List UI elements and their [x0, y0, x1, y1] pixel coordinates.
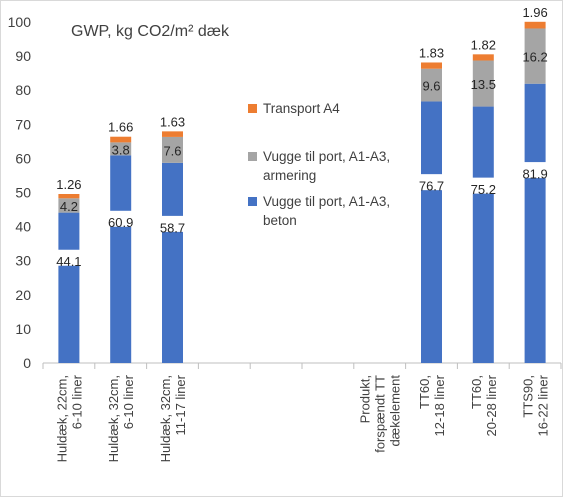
category-label: Huldæk, 32cm, 6-10 liner — [106, 374, 136, 462]
bar-segment — [162, 162, 183, 363]
data-label-background — [52, 249, 86, 266]
data-label: 1.26 — [56, 177, 81, 192]
data-label: 3.8 — [112, 142, 130, 157]
category-label-line: Huldæk, 32cm, — [158, 375, 173, 462]
category-label-line: dækelement — [388, 375, 403, 447]
bar-segment — [110, 142, 132, 156]
bar-segment — [58, 212, 80, 363]
bar-segment — [472, 60, 494, 107]
data-label-background — [103, 210, 138, 227]
legend-swatch — [248, 152, 257, 161]
category-label-line: Huldæk, 22cm, — [54, 375, 69, 462]
data-label: 1.63 — [160, 114, 185, 129]
bar-segment — [110, 136, 132, 143]
bar-segment — [110, 155, 132, 363]
y-tick-label: 70 — [15, 116, 31, 132]
data-label: 81.9 — [522, 167, 547, 182]
y-tick-label: 100 — [8, 14, 32, 30]
data-label: 9.6 — [422, 79, 440, 94]
data-label: 60.9 — [108, 215, 133, 230]
category-label-line: 20-28 liner — [484, 374, 499, 436]
legend-label: beton — [263, 213, 297, 228]
data-label-group: 44.1 4.2 1.26 60.9 3.8 1.66 58.7 7.6 1.63 76.7 9.6… — [52, 5, 552, 269]
legend: Transport A4 Vugge til port, A1-A3, armeri… — [248, 101, 390, 228]
category-label-line: 6-10 liner — [69, 374, 84, 429]
bar-segment — [58, 194, 80, 199]
bar-segment — [162, 131, 183, 137]
data-label: 4.2 — [60, 199, 78, 214]
bar-segment — [421, 101, 442, 363]
y-tick-label: 80 — [15, 82, 31, 98]
y-axis: 0 10 20 30 40 50 60 70 80 90 100 — [8, 14, 32, 371]
y-tick-label: 90 — [15, 48, 31, 64]
chart-title: GWP, kg CO2/m² dæk — [71, 23, 230, 40]
bar-segment — [472, 106, 494, 364]
data-label: 1.96 — [522, 5, 547, 20]
category-label-line: TT60, — [469, 375, 484, 409]
legend-label: Transport A4 — [263, 101, 340, 116]
category-label-line: Huldæk, 32cm, — [106, 375, 121, 462]
y-tick-label: 60 — [15, 150, 31, 166]
data-label-background — [518, 162, 552, 179]
category-label-group: Huldæk, 22cm, 6-10 liner Huldæk, 32cm, 6-10… — [54, 374, 550, 462]
category-label: Produkt, forspændt TT dækelement — [358, 375, 403, 453]
x-axis — [42, 362, 562, 369]
data-label: 44.1 — [56, 254, 81, 269]
category-label-line: 6-10 liner — [121, 374, 136, 429]
data-label: 13.5 — [471, 77, 496, 92]
bar-segment — [58, 198, 80, 213]
y-tick-label: 30 — [15, 253, 31, 269]
category-label-line: forspændt TT — [373, 375, 388, 453]
legend-label: Vugge til port, A1-A3, — [263, 194, 390, 209]
data-label-background — [466, 177, 501, 194]
data-label: 1.82 — [471, 37, 496, 52]
y-tick-label: 20 — [15, 287, 31, 303]
bar-segment — [162, 136, 183, 163]
data-label: 1.83 — [419, 45, 444, 60]
data-label: 76.7 — [419, 179, 444, 194]
data-label: 1.66 — [108, 120, 133, 135]
y-tick-label: 40 — [15, 219, 31, 235]
y-tick-label: 50 — [15, 185, 31, 201]
legend-swatch — [248, 104, 257, 113]
bar-segment — [421, 68, 442, 102]
legend-swatch — [248, 197, 257, 206]
category-label: TTS90, 16-22 liner — [521, 374, 551, 436]
category-label: Huldæk, 22cm, 6-10 liner — [54, 374, 84, 462]
data-label: 7.6 — [163, 143, 181, 158]
data-label: 75.2 — [471, 182, 496, 197]
category-label: TT60, 20-28 liner — [469, 374, 499, 436]
legend-label: Vugge til port, A1-A3, — [263, 149, 390, 164]
data-label-background — [414, 174, 449, 191]
data-label: 58.7 — [160, 220, 185, 235]
category-label: TT60, 12-18 liner — [417, 374, 447, 436]
bar-segment — [421, 62, 442, 69]
bar-segment — [524, 28, 546, 84]
category-label: Huldæk, 32cm, 11-17 liner — [158, 374, 188, 462]
category-label-line: TTS90, — [521, 375, 536, 418]
category-label-line: 12-18 liner — [432, 374, 447, 436]
y-tick-label: 0 — [23, 355, 31, 371]
bar-segment — [472, 54, 494, 61]
bar-segment — [524, 83, 546, 363]
category-label-line: 11-17 liner — [173, 374, 188, 435]
data-label: 16.2 — [522, 50, 547, 65]
legend-label: armering — [263, 168, 316, 183]
category-label-line: TT60, — [417, 375, 432, 409]
data-label-background — [155, 215, 190, 232]
category-label-line: Produkt, — [358, 375, 373, 423]
category-label-line: 16-22 liner — [536, 374, 551, 436]
bar-segment — [524, 21, 546, 29]
y-tick-label: 10 — [15, 321, 31, 337]
